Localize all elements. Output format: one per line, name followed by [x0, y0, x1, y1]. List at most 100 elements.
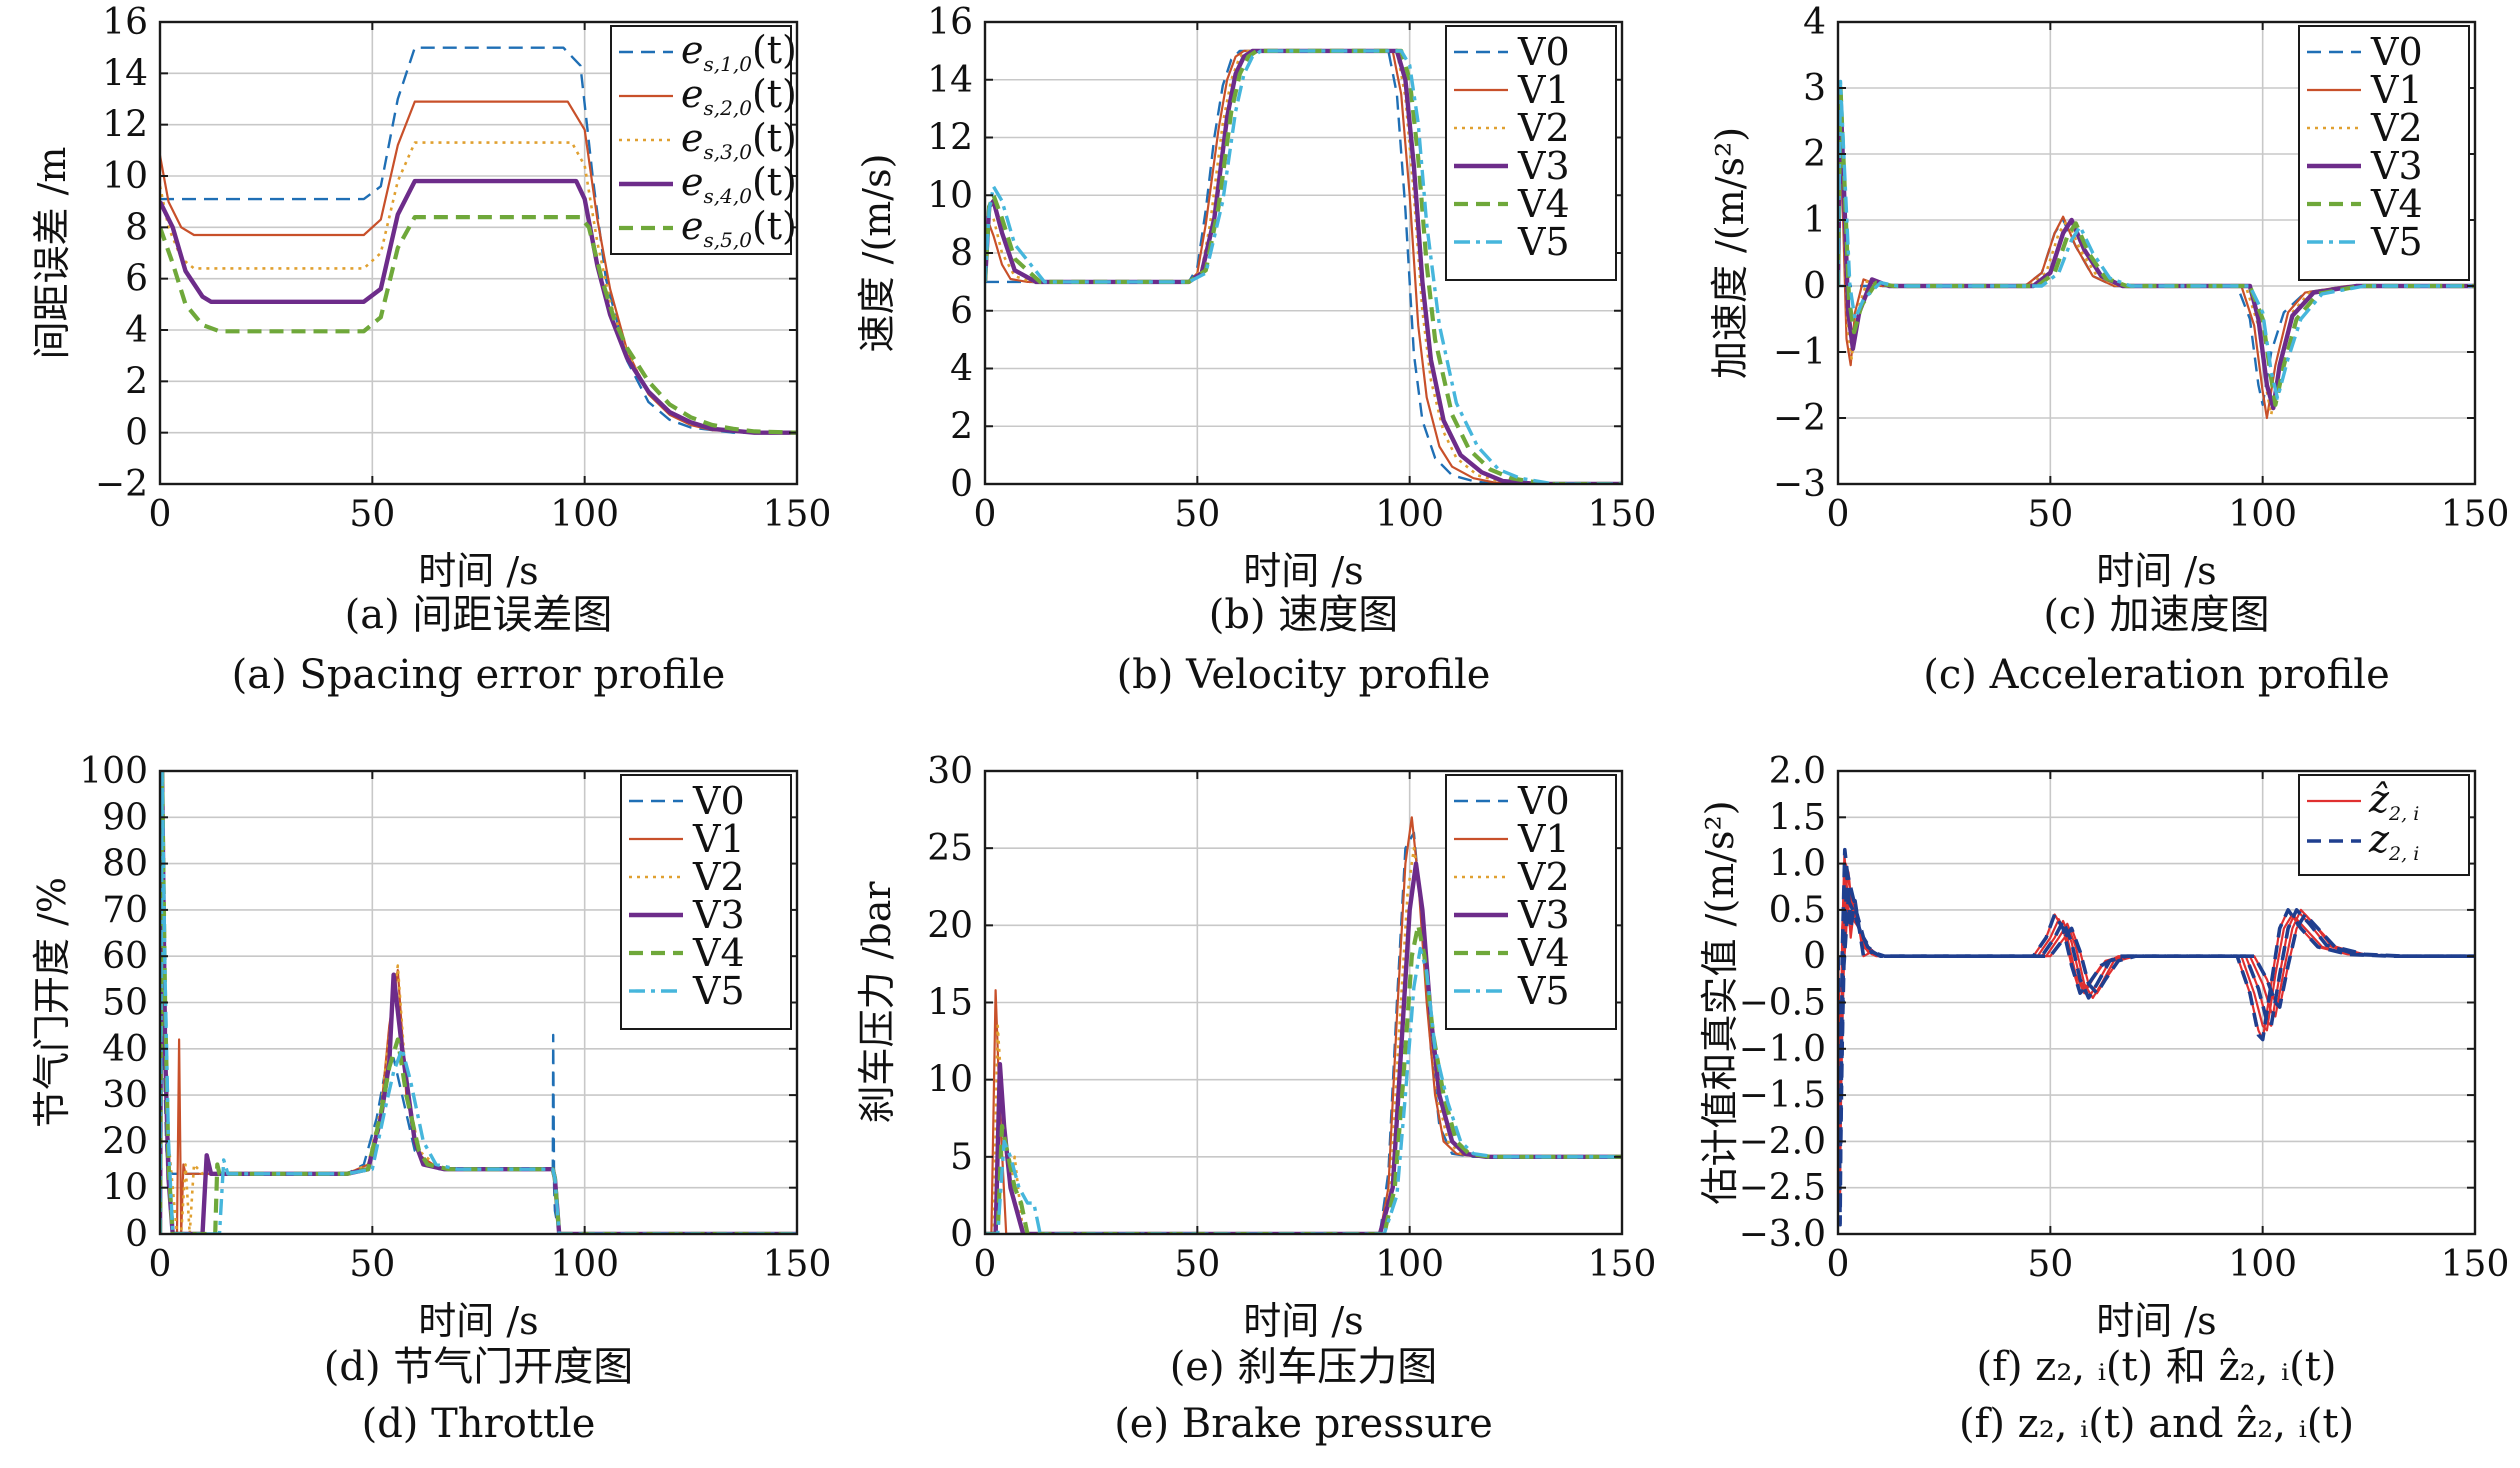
- chart-panel-e: 0 50 100 150 0 5 10 15 20 25 30 时间 /s 刹车压力 /bar (e) 刹…: [855, 751, 1656, 1447]
- y-tick-label: 2.0: [1769, 751, 1826, 792]
- y-tick-label: 16: [102, 2, 148, 43]
- legend-label: V2: [1517, 106, 1570, 150]
- y-tick-label: 1.5: [1769, 797, 1826, 838]
- y-tick-label: 0: [950, 1214, 973, 1255]
- legend-box: [2298, 774, 2470, 876]
- y-tick-label: 30: [102, 1075, 148, 1116]
- caption-cn: (c) 加速度图: [2043, 592, 2269, 638]
- caption-en: (c) Acceleration profile: [1923, 652, 2390, 698]
- y-tick-label: 6: [125, 259, 148, 300]
- y-axis-label: 加速度 /(m/s²): [1708, 127, 1752, 379]
- y-tick-label: 2: [1803, 134, 1826, 175]
- series-line-b-1: [985, 49, 1622, 484]
- series-line-f-6: [1838, 871, 2475, 1162]
- x-tick-label: 50: [349, 1244, 395, 1285]
- series-line-f-5: [1838, 847, 2475, 1227]
- y-tick-label: 10: [102, 1168, 148, 1209]
- x-tick-label: 100: [1375, 494, 1444, 535]
- y-tick-label: −2: [95, 464, 148, 505]
- legend-f: ẑ2, iz2, i: [2298, 774, 2470, 876]
- y-tick-label: −2: [1773, 398, 1826, 439]
- caption-cn: (a) 间距误差图: [345, 592, 613, 638]
- legend-label: V5: [692, 969, 745, 1013]
- y-tick-label: 0.5: [1769, 890, 1826, 931]
- series-line-f-2: [1838, 871, 2475, 1143]
- y-axis-label: 节气门开度 /%: [30, 877, 74, 1128]
- y-tick-label: 2: [125, 361, 148, 402]
- y-tick-label: 4: [125, 310, 148, 351]
- legend-box: [610, 25, 792, 255]
- y-tick-label: 30: [927, 751, 973, 792]
- x-tick-label: 150: [763, 1244, 832, 1285]
- x-tick-label: 100: [550, 494, 619, 535]
- y-tick-label: 0: [1803, 936, 1826, 977]
- y-tick-label: 16: [927, 2, 973, 43]
- legend-box: [1445, 774, 1617, 1030]
- y-tick-label: 3: [1803, 68, 1826, 109]
- caption-en: (a) Spacing error profile: [232, 652, 726, 698]
- x-tick-label: 150: [2441, 494, 2510, 535]
- y-tick-label: 6: [950, 291, 973, 332]
- series-line-e-4: [985, 923, 1622, 1234]
- y-tick-label: 10: [927, 175, 973, 216]
- legend-box: [620, 774, 792, 1030]
- x-tick-label: 0: [149, 494, 172, 535]
- y-tick-label: 60: [102, 936, 148, 977]
- series-line-e-5: [985, 946, 1622, 1234]
- series-line-f-7: [1838, 898, 2475, 1097]
- x-tick-label: 50: [2027, 1244, 2073, 1285]
- legend-label: V3: [1517, 144, 1570, 188]
- caption-en: (e) Brake pressure: [1114, 1401, 1493, 1447]
- x-tick-label: 50: [349, 494, 395, 535]
- legend-label: V0: [1517, 779, 1570, 823]
- x-axis-label: 时间 /s: [418, 549, 538, 593]
- series-line-c-5: [1838, 79, 2475, 400]
- caption-cn: (e) 刹车压力图: [1170, 1344, 1438, 1390]
- x-tick-label: 0: [1827, 1244, 1850, 1285]
- series-line-d-5: [160, 771, 797, 1234]
- y-tick-label: 2: [950, 406, 973, 447]
- legend-label: V1: [1517, 817, 1570, 861]
- x-axis-label: 时间 /s: [2096, 549, 2216, 593]
- legend-label: z2, i: [2368, 817, 2419, 865]
- x-tick-label: 0: [974, 1244, 997, 1285]
- y-axis-label: 间距误差 /m: [30, 147, 74, 360]
- x-tick-label: 0: [149, 1244, 172, 1285]
- x-tick-label: 100: [550, 1244, 619, 1285]
- series-line-f-4: [1838, 899, 2475, 1087]
- series-line-b-5: [985, 49, 1622, 484]
- series-line-e-2: [985, 846, 1622, 1234]
- y-tick-label: 0: [950, 464, 973, 505]
- y-tick-label: 4: [1803, 2, 1826, 43]
- series-group-d: [160, 771, 797, 1234]
- caption-en: (d) Throttle: [362, 1401, 596, 1447]
- legend-label: ẑ2, i: [2368, 777, 2419, 825]
- series-line-c-1: [1838, 113, 2475, 420]
- y-tick-label: 4: [950, 349, 973, 390]
- series-group-a: [160, 46, 797, 435]
- legend-label: es,5,0(t): [681, 204, 797, 252]
- x-axis-label: 时间 /s: [2096, 1299, 2216, 1343]
- legend-label: V5: [1517, 220, 1570, 264]
- y-tick-label: 1: [1803, 200, 1826, 241]
- series-group-c: [1838, 79, 2475, 420]
- legend-label: V2: [1517, 855, 1570, 899]
- series-line-b-3: [985, 48, 1622, 484]
- x-tick-label: 150: [2441, 1244, 2510, 1285]
- y-tick-label: 10: [102, 156, 148, 197]
- y-tick-label: 8: [125, 207, 148, 248]
- caption-en: (b) Velocity profile: [1117, 652, 1491, 698]
- y-tick-label: −3.0: [1739, 1214, 1826, 1255]
- series-line-a-3: [160, 178, 797, 435]
- x-tick-label: 100: [2228, 494, 2297, 535]
- caption-en: (f) z₂, ᵢ(t) and ẑ₂, ᵢ(t): [1959, 1401, 2354, 1447]
- y-tick-label: 90: [102, 797, 148, 838]
- y-tick-label: 70: [102, 890, 148, 931]
- legend-label: V4: [1517, 182, 1570, 226]
